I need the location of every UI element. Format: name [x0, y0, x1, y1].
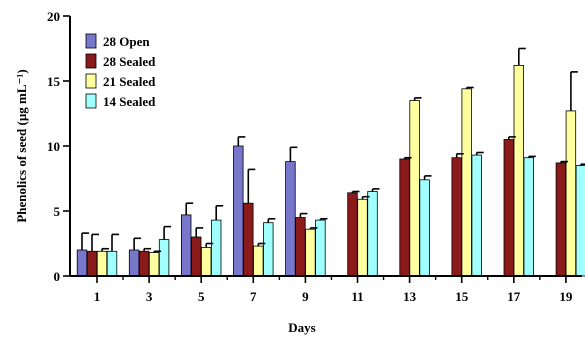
bar	[575, 165, 585, 277]
bar	[409, 100, 420, 277]
bar	[419, 179, 430, 277]
y-axis-title: Phenolics of seed (µg mL⁻¹)	[14, 69, 29, 222]
x-tick-label: 17	[507, 289, 521, 304]
bar	[295, 217, 306, 277]
legend-swatch	[85, 53, 97, 69]
bar	[285, 161, 296, 277]
bar	[367, 191, 378, 277]
y-tick-label: 5	[54, 204, 61, 219]
bar	[263, 222, 274, 277]
bar	[148, 252, 160, 277]
legend-swatch	[85, 33, 97, 49]
bar	[200, 246, 212, 277]
bar	[76, 249, 88, 277]
bar	[347, 192, 358, 277]
bar	[461, 88, 472, 277]
bar	[128, 249, 140, 277]
x-tick-label: 15	[455, 289, 469, 304]
bar	[233, 145, 244, 277]
x-axis-title: Days	[288, 320, 315, 335]
bar	[86, 250, 98, 277]
legend-swatch	[85, 73, 97, 89]
y-tick-label: 20	[47, 9, 60, 24]
legend-label: 21 Sealed	[103, 74, 156, 89]
bar	[106, 250, 118, 277]
error-bars-layer	[81, 47, 585, 253]
bar	[180, 214, 192, 277]
bar	[243, 202, 254, 277]
bar	[138, 250, 150, 277]
bar	[555, 162, 567, 277]
x-tick-label: 11	[351, 289, 363, 304]
bar	[503, 139, 515, 277]
x-tick-label: 9	[302, 289, 309, 304]
bar	[357, 198, 368, 277]
x-tick-label: 13	[403, 289, 417, 304]
x-tick-label: 3	[146, 289, 153, 304]
bar	[513, 65, 525, 277]
x-tick-label: 19	[559, 289, 573, 304]
y-tick-label: 10	[47, 139, 60, 154]
bar	[305, 228, 316, 277]
legend-label: 28 Sealed	[103, 54, 156, 69]
bar	[523, 157, 535, 277]
legend-swatch	[85, 93, 97, 109]
legend: 28 Open 28 Sealed 21 Sealed 14 Sealed	[85, 33, 156, 109]
bar	[471, 154, 482, 277]
legend-label: 14 Sealed	[103, 94, 156, 109]
x-tick-label: 5	[198, 289, 205, 304]
bar	[158, 239, 170, 277]
bar	[190, 236, 202, 277]
x-tick-label: 7	[250, 289, 257, 304]
bar	[96, 250, 108, 277]
bar	[451, 157, 462, 277]
bar	[565, 110, 577, 277]
bar	[399, 158, 410, 277]
bar	[210, 219, 222, 277]
y-tick-label: 0	[54, 269, 61, 284]
legend-label: 28 Open	[103, 34, 150, 49]
y-tick-label: 15	[47, 74, 61, 89]
x-tick-label: 1	[94, 289, 101, 304]
bar	[253, 245, 264, 277]
